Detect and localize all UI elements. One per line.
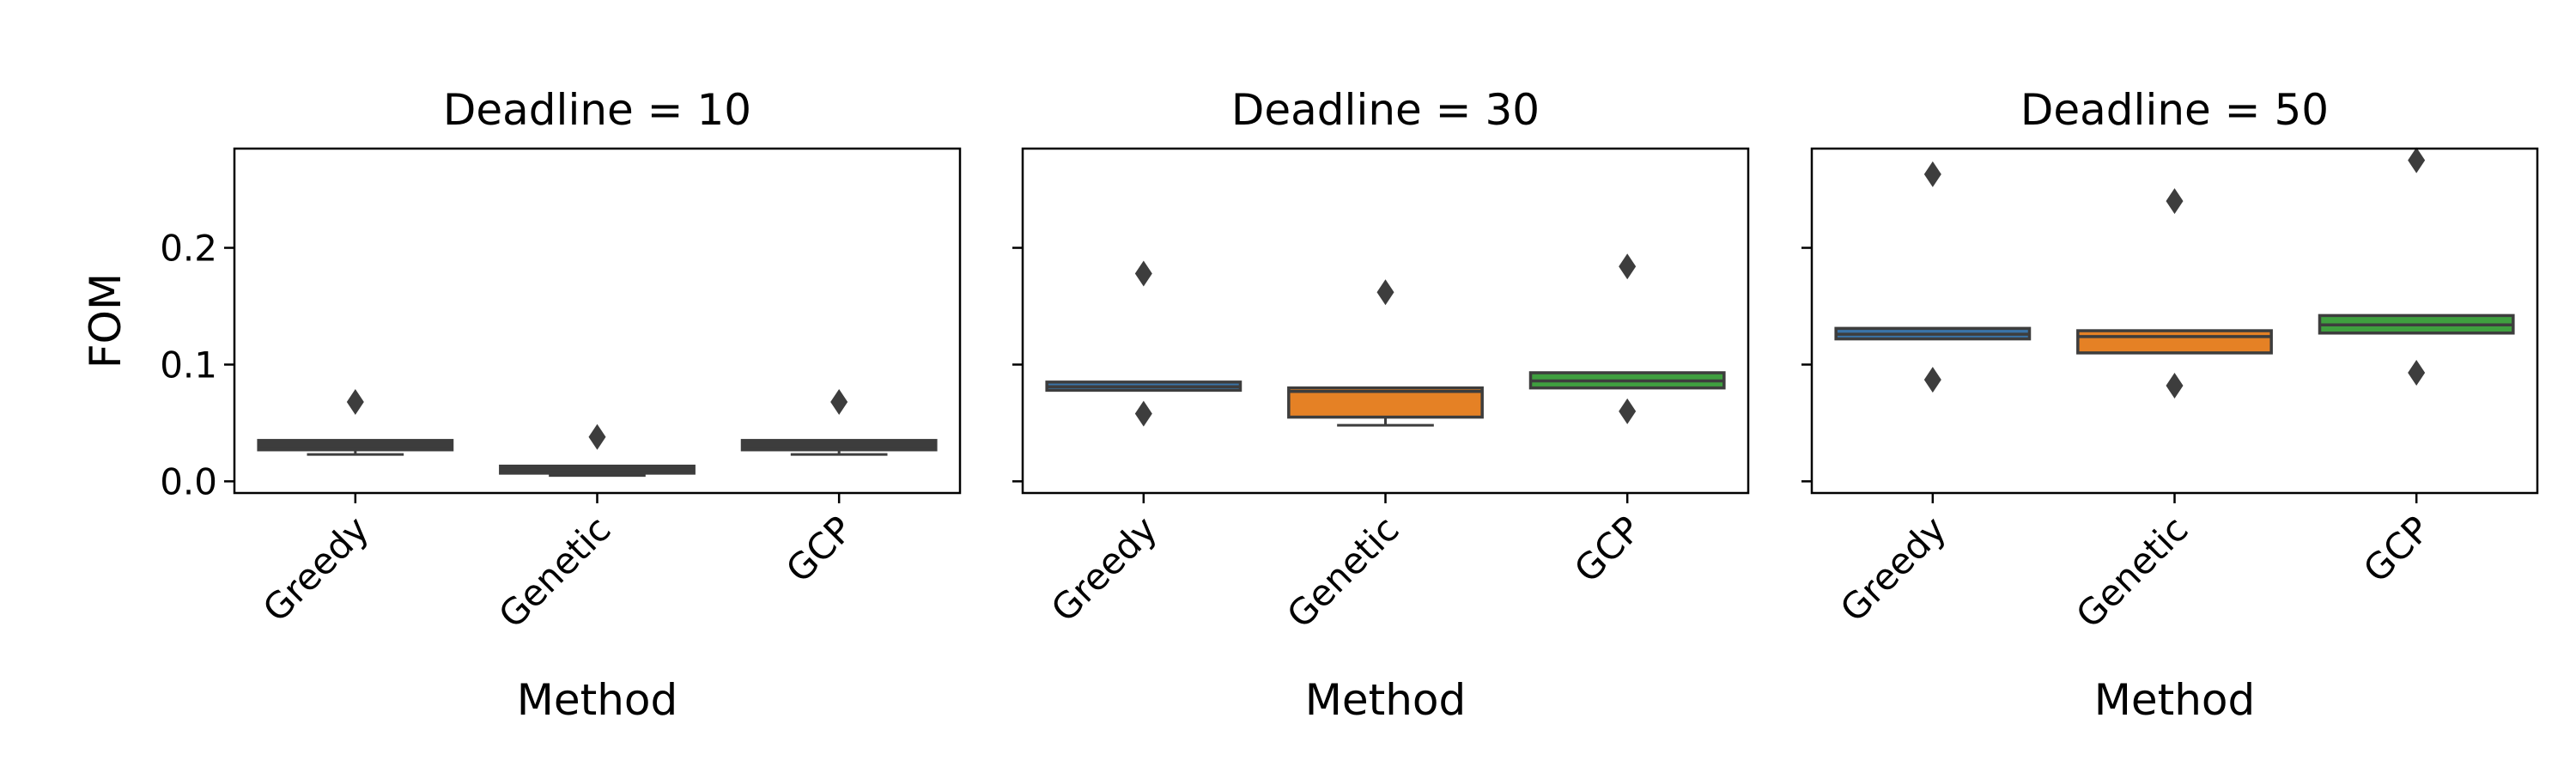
box-greedy	[1045, 260, 1242, 427]
y-tick-label: 0.0	[160, 460, 217, 502]
x-tick-label: GCP	[2355, 508, 2438, 590]
x-tick-label: GCP	[778, 508, 860, 590]
outlier-marker	[2166, 372, 2184, 399]
panel-title: Deadline = 10	[443, 85, 751, 135]
x-tick-label: Genetic	[1279, 508, 1406, 636]
y-tick-label: 0.2	[160, 228, 217, 270]
x-tick-label: Genetic	[490, 508, 618, 636]
box-gcp	[740, 388, 938, 456]
outlier-marker	[1619, 253, 1637, 280]
x-tick-label: Greedy	[255, 508, 377, 630]
y-axis-label: FOM	[81, 273, 131, 368]
box-greedy	[1834, 161, 2032, 393]
x-tick-label: Greedy	[1043, 508, 1165, 630]
box-genetic	[2076, 188, 2273, 399]
box-genetic	[499, 423, 696, 478]
x-tick-label: Greedy	[1832, 508, 1954, 630]
outlier-marker	[2408, 359, 2426, 386]
outlier-marker	[1923, 367, 1941, 393]
box-body	[2076, 329, 2273, 355]
outlier-marker	[2408, 147, 2426, 173]
x-tick-label: Genetic	[2068, 508, 2196, 636]
x-axis-label: Method	[517, 675, 678, 725]
panel-title: Deadline = 50	[2020, 85, 2329, 135]
panel-title: Deadline = 30	[1231, 85, 1540, 135]
panel-3: Deadline = 50 Greedy Genetic GCP Method	[1801, 85, 2539, 725]
outlier-marker	[588, 423, 606, 450]
outlier-marker	[2166, 188, 2184, 215]
box-gcp	[1528, 253, 1726, 424]
panel-1: Deadline = 10 0.0 0.1 0.2 Greedy Genetic GCP Me…	[81, 85, 962, 725]
outlier-marker	[1923, 161, 1941, 187]
box-gcp	[2318, 147, 2515, 386]
outlier-marker	[1134, 400, 1152, 427]
box-genetic	[1287, 279, 1484, 427]
x-axis-label: Method	[2094, 675, 2256, 725]
outlier-marker	[346, 388, 364, 415]
y-tick-label: 0.1	[160, 344, 217, 386]
panel-2: Deadline = 30 Greedy Genetic GCP Method	[1012, 85, 1750, 725]
x-tick-label: GCP	[1566, 508, 1649, 590]
outlier-marker	[1376, 279, 1394, 306]
outlier-marker	[830, 388, 848, 415]
x-axis-label: Method	[1305, 675, 1467, 725]
outlier-marker	[1134, 260, 1152, 287]
outlier-marker	[1619, 398, 1637, 424]
plot-frame	[1021, 147, 1750, 495]
box-greedy	[257, 388, 454, 456]
